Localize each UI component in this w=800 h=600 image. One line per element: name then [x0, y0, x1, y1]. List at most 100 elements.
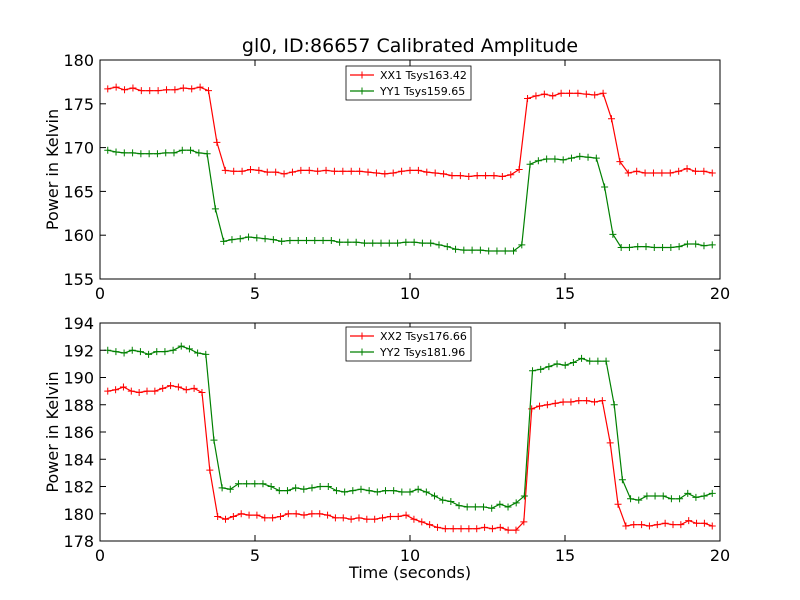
data-point-marker [228, 236, 236, 244]
data-point-marker [322, 166, 330, 174]
legend-label: YY2 Tsys181.96 [379, 346, 465, 359]
data-point-marker [645, 522, 653, 530]
data-point-marker [211, 205, 219, 213]
data-point-marker [394, 512, 402, 520]
data-point-marker [221, 166, 229, 174]
y-tick-label: 194 [63, 314, 94, 333]
y-tick-label: 180 [63, 505, 94, 524]
y-tick-label: 190 [63, 369, 94, 388]
data-point-marker [675, 243, 683, 251]
data-point-marker [677, 521, 685, 529]
data-point-marker [485, 247, 493, 255]
data-point-marker [608, 115, 615, 123]
data-point-marker [586, 357, 594, 365]
data-point-marker [220, 237, 228, 245]
data-point-marker [476, 246, 484, 254]
data-point-marker [624, 169, 632, 177]
data-point-marker [347, 515, 355, 523]
data-point-marker [692, 240, 700, 248]
data-point-marker [598, 397, 606, 405]
data-point-marker [635, 496, 643, 504]
data-point-marker [614, 500, 622, 508]
data-point-marker [292, 510, 300, 518]
data-point-marker [104, 146, 112, 154]
data-point-marker [559, 156, 567, 164]
data-point-marker [373, 488, 381, 496]
data-point-marker [504, 526, 512, 534]
data-point-marker [245, 511, 253, 519]
data-point-marker [609, 230, 617, 238]
data-point-marker [592, 154, 600, 162]
data-point-marker [510, 247, 518, 255]
data-point-marker [243, 480, 251, 488]
data-point-marker [540, 90, 548, 98]
data-point-marker [398, 167, 406, 175]
data-point-marker [112, 386, 120, 394]
bottom-panel: 0 5 10 15 20 178 180 182 184 186 188 190 192 194 Power… [43, 314, 730, 565]
data-point-marker [684, 489, 692, 497]
data-point-marker [473, 525, 481, 533]
data-point-marker [606, 439, 614, 447]
data-point-marker [237, 510, 245, 518]
data-point-marker [236, 235, 244, 243]
data-point-marker [308, 484, 316, 492]
data-point-marker [578, 354, 586, 362]
data-point-marker [339, 167, 347, 175]
data-point-marker [423, 168, 431, 176]
data-point-marker [377, 239, 385, 247]
data-point-marker [119, 383, 127, 391]
data-point-marker [692, 493, 700, 501]
data-point-marker [537, 365, 545, 373]
data-point-marker [708, 489, 716, 497]
data-point-marker [145, 150, 153, 158]
data-point-marker [590, 398, 598, 406]
data-point-marker [394, 239, 402, 247]
data-point-marker [582, 90, 590, 98]
data-point-marker [498, 173, 506, 181]
data-point-marker [406, 166, 414, 174]
data-point-marker [536, 402, 544, 410]
y-tick-label: 180 [63, 51, 94, 70]
data-point-marker [251, 480, 259, 488]
series-line-0-1 [107, 149, 713, 252]
data-point-marker [493, 247, 501, 255]
data-point-marker [275, 487, 283, 495]
data-point-marker [218, 484, 226, 492]
data-point-marker [551, 155, 559, 163]
data-point-marker [234, 480, 242, 488]
data-point-marker [557, 89, 565, 97]
data-point-marker [174, 383, 182, 391]
data-point-marker [121, 86, 129, 94]
data-point-marker [693, 519, 701, 527]
data-point-marker [349, 487, 357, 495]
data-point-marker [196, 83, 204, 91]
data-point-marker [283, 487, 291, 495]
data-point-marker [222, 515, 230, 523]
data-point-marker [253, 511, 261, 519]
data-point-marker [327, 236, 335, 244]
data-point-marker [352, 238, 360, 246]
data-point-marker [473, 172, 481, 180]
data-point-marker [284, 510, 292, 518]
data-point-marker [112, 148, 120, 156]
data-point-marker [452, 245, 460, 253]
data-point-marker [146, 87, 154, 95]
data-point-marker [507, 171, 515, 179]
data-point-marker [253, 234, 261, 242]
data-point-marker [456, 172, 464, 180]
data-point-marker [669, 521, 677, 529]
data-point-marker [534, 157, 542, 165]
data-point-marker [364, 168, 372, 176]
data-point-marker [182, 386, 190, 394]
data-point-marker [700, 242, 708, 250]
data-point-marker [206, 466, 214, 474]
data-point-marker [246, 166, 254, 173]
data-point-marker [683, 240, 691, 248]
data-point-marker [135, 388, 143, 396]
data-point-marker [129, 84, 137, 92]
data-point-marker [151, 387, 159, 395]
data-point-marker [675, 167, 683, 175]
data-point-marker [482, 172, 490, 180]
data-point-marker [465, 173, 473, 181]
data-point-marker [213, 138, 221, 146]
